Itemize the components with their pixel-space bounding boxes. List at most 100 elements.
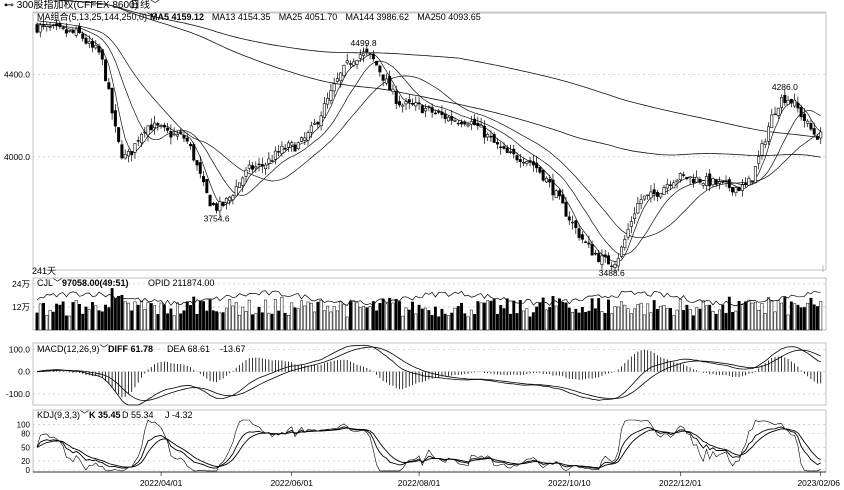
- volume-bar: [659, 305, 663, 331]
- volume-bar: [518, 300, 522, 331]
- candle-body: [100, 49, 104, 60]
- candle-body: [71, 30, 75, 33]
- macd-indicator-label: MACD(12,26,9)﹀: [37, 344, 109, 354]
- candle-body: [672, 182, 676, 189]
- candle-body: [420, 105, 424, 114]
- volume-bar: [110, 288, 114, 331]
- volume-bar: [362, 305, 366, 331]
- j-line: [36, 419, 821, 472]
- candle-body: [734, 187, 738, 194]
- volume-bar: [339, 301, 343, 331]
- candle-body: [139, 133, 143, 144]
- volume-bar: [123, 301, 127, 331]
- candle-body: [450, 116, 454, 121]
- volume-bar: [538, 302, 542, 331]
- volume-bar: [195, 313, 199, 331]
- volume-bar: [789, 301, 793, 331]
- candle-body: [718, 181, 722, 184]
- candle-body: [789, 99, 793, 104]
- price-annotation: 4499.8: [351, 38, 377, 48]
- volume-bar: [51, 311, 55, 331]
- volume-bar: [443, 313, 447, 331]
- volume-bar: [544, 309, 548, 331]
- volume-bar: [727, 296, 731, 331]
- volume-bar: [175, 302, 179, 331]
- candle-body: [753, 166, 757, 183]
- volume-bar: [384, 303, 388, 331]
- kdj-indicator-label: KDJ(9,3,3)﹀: [37, 410, 89, 420]
- candle-body: [616, 258, 620, 267]
- volume-bar: [156, 314, 160, 331]
- candle-body: [577, 228, 581, 238]
- volume-bar: [218, 312, 222, 331]
- chevron-down-icon: ﹀: [150, 0, 160, 11]
- candle-body: [763, 141, 767, 145]
- volume-bar: [264, 299, 268, 331]
- volume-bar: [499, 305, 503, 331]
- candle-body: [61, 27, 65, 29]
- candle-body: [499, 146, 503, 149]
- volume-bars: [35, 288, 823, 331]
- link-icon: ⊷: [4, 0, 14, 11]
- volume-bar: [146, 302, 150, 331]
- period-selector[interactable]: 日线﹀: [130, 0, 160, 12]
- candle-body: [590, 243, 594, 256]
- candle-body: [107, 82, 111, 90]
- volume-bar: [388, 297, 392, 331]
- volume-bar: [78, 303, 81, 331]
- volume-bar: [104, 304, 108, 331]
- candle-body: [149, 124, 153, 131]
- candle-body: [433, 112, 437, 115]
- instrument-title[interactable]: ⊷ 300股指加权(CFFEX 8600): [4, 0, 138, 12]
- candle-body: [460, 122, 464, 125]
- volume-bar: [685, 304, 689, 331]
- volume-bar: [809, 297, 813, 331]
- candle-body: [388, 76, 392, 91]
- volume-bar: [270, 313, 274, 331]
- volume-bar: [580, 306, 584, 331]
- candle-body: [378, 65, 382, 73]
- volume-bar: [169, 308, 173, 331]
- volume-bar: [411, 301, 414, 331]
- kdj-tick-label: 80: [21, 430, 30, 439]
- ma-value-ma13: MA13 4154.35: [212, 12, 271, 22]
- volume-bar: [793, 303, 797, 331]
- candle-body: [466, 124, 470, 127]
- candle-body: [502, 146, 506, 149]
- candle-body: [564, 202, 568, 217]
- candle-body: [659, 193, 663, 198]
- candle-body: [198, 162, 202, 174]
- volume-bar: [473, 314, 477, 331]
- volume-bar: [316, 301, 320, 331]
- period-label: 日线: [130, 0, 150, 11]
- volume-bar: [133, 301, 137, 331]
- volume-bar: [646, 303, 650, 331]
- candle-body: [117, 127, 121, 142]
- volume-bar: [257, 306, 261, 331]
- candle-body: [306, 132, 310, 141]
- volume-bar: [701, 300, 705, 331]
- candle-body: [688, 176, 692, 179]
- candle-body: [188, 143, 192, 147]
- candle-body: [371, 53, 375, 60]
- candle-body: [646, 194, 650, 196]
- candle-body: [554, 190, 558, 198]
- volume-bar: [55, 303, 59, 331]
- volume-bar: [94, 305, 98, 331]
- opid-value: OPID 211874.00: [148, 278, 214, 288]
- volume-bar: [313, 311, 317, 331]
- volume-bar: [247, 299, 251, 331]
- candle-body: [538, 166, 542, 173]
- candle-body: [401, 104, 405, 107]
- volume-bar: [345, 316, 349, 331]
- candle-body: [146, 125, 150, 136]
- volume-bar: [342, 303, 346, 331]
- volume-bar: [548, 307, 552, 331]
- candle-body: [397, 101, 401, 106]
- volume-bar: [290, 302, 294, 331]
- candle-body: [126, 151, 130, 157]
- candle-body: [600, 255, 604, 265]
- candle-body: [300, 137, 304, 142]
- volume-bar: [531, 312, 535, 331]
